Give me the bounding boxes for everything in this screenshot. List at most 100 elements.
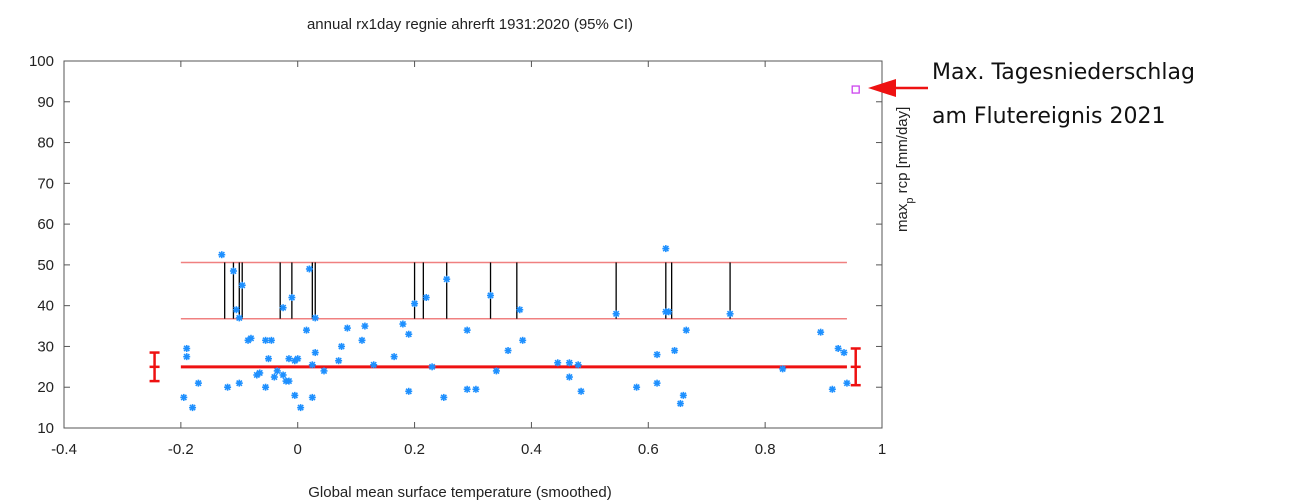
data-point-stroke [230, 267, 237, 275]
data-point-stroke [779, 365, 786, 373]
data-point-stroke [236, 314, 243, 322]
x-tick-label: -0.4 [51, 441, 77, 458]
data-point [358, 336, 366, 344]
data-point-stroke [662, 245, 670, 252]
data-point-stroke [256, 369, 263, 377]
data-point-stroke [566, 359, 573, 366]
data-point [180, 393, 188, 401]
data-point [554, 359, 562, 367]
data-point [565, 373, 573, 381]
x-tick-label: 1 [878, 441, 886, 458]
data-point [302, 326, 310, 334]
data-point [183, 353, 191, 361]
data-point [779, 365, 787, 373]
error-bar [149, 351, 160, 383]
data-point-stroke [279, 304, 287, 311]
data-point-stroke [361, 322, 369, 330]
y-tick-label: 70 [37, 175, 54, 192]
data-point [370, 361, 378, 369]
observed-2021-marker [851, 85, 860, 94]
data-point-stroke [677, 400, 684, 407]
data-point-stroke [443, 275, 450, 283]
data-point [238, 281, 246, 289]
data-point-stroke [312, 314, 319, 322]
data-point [843, 379, 851, 387]
data-point-stroke [189, 404, 196, 411]
annotation-line-2: am Flutereignis 2021 [932, 104, 1165, 129]
x-tick-label: 0.2 [404, 441, 425, 458]
data-point [338, 342, 346, 350]
x-axis-label: Global mean surface temperature (smoothe… [308, 484, 611, 501]
data-point [256, 369, 264, 377]
data-point-stroke [519, 337, 526, 344]
data-point-stroke [370, 361, 377, 368]
data-point [311, 349, 319, 357]
data-point [265, 355, 272, 363]
data-point-stroke [840, 349, 848, 356]
plot-frame [63, 60, 883, 429]
data-point [682, 326, 690, 334]
data-point-stroke [218, 251, 225, 258]
data-point [422, 294, 430, 302]
data-point [279, 371, 287, 379]
data-point-stroke [411, 300, 418, 307]
data-point-stroke [428, 363, 436, 371]
data-point [662, 245, 670, 253]
data-point-stroke [440, 394, 447, 401]
data-point-stroke [399, 320, 407, 328]
data-point-stroke [653, 351, 661, 358]
x-tick-label: 0.6 [638, 441, 659, 458]
data-point [285, 355, 293, 363]
data-point [726, 310, 734, 318]
chart-title: annual rx1day regnie ahrerft 1931:2020 (… [307, 16, 633, 33]
data-point-stroke [294, 355, 301, 362]
data-point-stroke [236, 379, 243, 387]
data-point-stroke [265, 355, 272, 362]
data-point-stroke [224, 384, 231, 391]
data-point [411, 300, 419, 308]
data-point-stroke [423, 294, 430, 301]
data-point-stroke [405, 331, 412, 338]
x-tick-label: 0 [294, 441, 302, 458]
data-point [320, 367, 328, 375]
data-point-stroke [554, 359, 561, 366]
stems [224, 262, 731, 319]
data-point-stroke [612, 310, 620, 318]
data-point-stroke [834, 345, 842, 352]
data-point [492, 367, 500, 375]
data-point-stroke [633, 384, 640, 391]
data-point [343, 324, 351, 332]
data-point-stroke [577, 388, 585, 395]
data-point [504, 347, 512, 355]
data-point-stroke [726, 310, 734, 318]
data-point-stroke [262, 384, 269, 391]
data-point-stroke [271, 373, 278, 381]
data-point [405, 330, 413, 338]
data-point-stroke [239, 282, 246, 289]
data-point [577, 387, 585, 395]
data-point-stroke [338, 343, 345, 350]
data-point-stroke [195, 379, 202, 387]
data-point [828, 385, 836, 393]
data-point-stroke [487, 292, 494, 299]
y-tick-label: 10 [37, 420, 54, 437]
data-point-stroke [180, 394, 187, 401]
data-point-stroke [291, 392, 298, 399]
data-point [834, 344, 842, 352]
data-point [308, 393, 316, 401]
data-point-stroke [274, 367, 281, 375]
y-tick-label: 60 [37, 216, 54, 233]
data-point [612, 310, 620, 318]
data-point-stroke [405, 388, 412, 395]
data-point [279, 304, 287, 312]
y-tick-label: 20 [37, 379, 54, 396]
data-point-stroke [493, 367, 500, 375]
data-point [443, 275, 451, 283]
y-tick-label: 50 [37, 257, 54, 274]
data-point [817, 328, 825, 336]
y-tick-label: 40 [37, 298, 54, 315]
data-point [633, 383, 641, 391]
data-point-stroke [297, 404, 304, 411]
data-point-stroke [463, 386, 471, 393]
data-point-stroke [285, 377, 293, 385]
